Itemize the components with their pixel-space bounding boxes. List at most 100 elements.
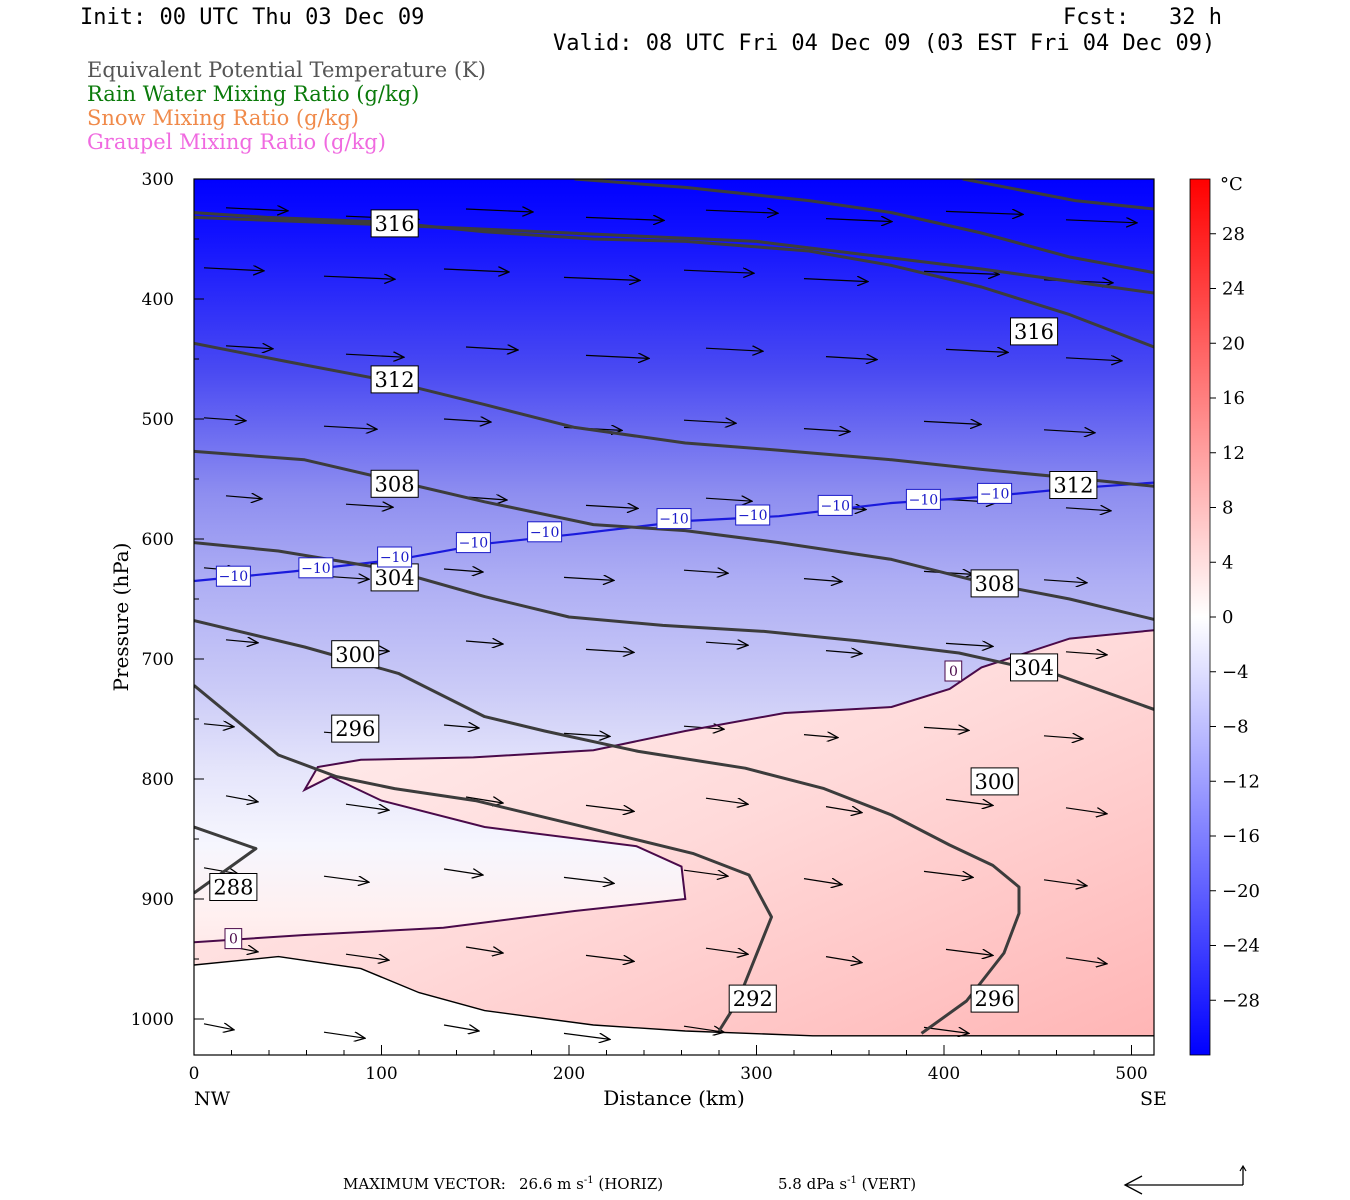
temperature-label-neg10: −10: [821, 498, 851, 514]
theta-e-label-312: 312: [375, 368, 415, 392]
wind-vector: [683, 1025, 724, 1032]
wind-vector: [443, 269, 509, 272]
wind-vector: [825, 219, 892, 222]
wind-vector: [585, 217, 664, 220]
x-end-label-left: NW: [194, 1088, 231, 1110]
theta-e-label-300-box: [331, 640, 380, 669]
theta-e-label-308: 308: [375, 472, 415, 496]
wind-vector: [563, 733, 610, 736]
y-tick-label: 900: [142, 890, 174, 910]
temperature-label-neg10: −10: [980, 486, 1010, 502]
temperature-label-0-box: [224, 928, 243, 950]
colorbar-label: 24: [1222, 279, 1245, 300]
temperature-label-neg10-box: [656, 508, 692, 530]
wind-vector: [465, 497, 507, 500]
theta-e-label-304-box: [1010, 653, 1059, 682]
theta-e-label-296: 296: [335, 717, 375, 741]
wind-vector: [683, 869, 728, 876]
theta-e-label-292-box: [728, 984, 777, 1013]
temperature-label-neg10: −10: [459, 536, 489, 552]
wind-vector: [563, 876, 614, 883]
wind-vector: [465, 347, 518, 350]
wind-vector: [345, 953, 389, 960]
wind-vector: [203, 418, 246, 421]
wind-vector: [705, 947, 748, 954]
wind-vector: [465, 641, 503, 644]
forecast-hour-label: Fcst: 32 h: [1063, 5, 1222, 30]
temperature-label-neg10: −10: [380, 550, 410, 566]
theta-e-label-300: 300: [335, 643, 375, 667]
theta-e-label-304-box: [370, 563, 419, 592]
colorbar-label: 28: [1222, 224, 1245, 245]
wind-vector: [225, 496, 262, 499]
wind-vector: [1065, 358, 1122, 361]
warm-region-fill: [194, 630, 1154, 1055]
theta-e-contour-320: [962, 179, 1154, 211]
colorbar-label: 12: [1222, 443, 1245, 464]
y-tick-label: 600: [142, 530, 174, 550]
axes: 300 400 500 600 700 800 900 1000 0 100 200 300 400 50…: [131, 170, 1148, 1084]
x-tick-label: 400: [928, 1064, 960, 1084]
temperature-label-neg10-box: [817, 494, 853, 516]
wind-vector: [1065, 807, 1107, 814]
wind-vector: [585, 505, 638, 508]
wind-vector: [225, 796, 258, 802]
wind-vector: [683, 420, 736, 423]
legend-theta-e: Equivalent Potential Temperature (K): [87, 58, 486, 82]
temperature-label-neg10: −10: [659, 512, 689, 528]
x-tick-label: 200: [553, 1064, 585, 1084]
temperature-label-neg10-box: [377, 546, 413, 568]
valid-time-label: Valid: 08 UTC Fri 04 Dec 09 (03 EST Fri …: [553, 31, 1216, 56]
wind-vector: [683, 270, 754, 273]
legend-rain-water: Rain Water Mixing Ratio (g/kg): [87, 82, 420, 106]
wind-vector: [803, 879, 842, 885]
wind-vector: [323, 426, 377, 429]
temperature-label-neg10: −10: [738, 508, 768, 524]
wind-vector: [803, 579, 842, 582]
wind-vector: [825, 957, 862, 963]
temperature-label-neg10: −10: [219, 569, 249, 585]
theta-e-label-288-box: [209, 873, 258, 901]
wind-vector: [1065, 957, 1107, 964]
temperature-label-neg10: −10: [530, 525, 560, 541]
theta-e-contour-312: [194, 211, 1154, 349]
plot-frame: [193, 178, 1155, 1056]
wind-vector: [1043, 879, 1087, 886]
colorbar-label: 16: [1222, 388, 1245, 409]
temperature-label-neg10-box: [735, 504, 771, 526]
wind-vector: [705, 498, 752, 501]
theta-e-contour-300: [194, 541, 1154, 711]
theta-e-contour-316-upper: [194, 215, 1154, 295]
colorbar-label: −8: [1222, 717, 1249, 738]
wind-vector: [443, 419, 491, 422]
contour-labels: 316 316 312 312 308 308 304 304 300 300 296 296 292 2…: [209, 209, 1098, 1013]
colorbar-label: −4: [1222, 662, 1249, 683]
terrain-mask: [194, 956, 1154, 1055]
theta-e-label-316-box: [370, 209, 419, 238]
theta-e-label-308: 308: [975, 572, 1015, 596]
colorbar-label: −28: [1222, 990, 1260, 1011]
wind-vector: [225, 208, 288, 211]
wind-vector: [323, 1031, 365, 1038]
theta-e-contour-316: [574, 179, 1154, 275]
y-tick-label: 700: [142, 650, 174, 670]
y-tick-label: 500: [142, 410, 174, 430]
temperature-label-neg10: −10: [301, 561, 331, 577]
wind-vector: [465, 209, 533, 212]
max-vector-horizontal: 26.6 m s-1 (HORIZ): [519, 1175, 664, 1193]
wind-vector: [443, 569, 483, 572]
wind-vector: [345, 504, 393, 507]
y-tick-label: 800: [142, 770, 174, 790]
theta-e-contour-308: [194, 341, 1154, 488]
colorbar: [1189, 178, 1211, 1056]
wind-vector: [1065, 508, 1111, 511]
wind-vector: [803, 429, 850, 432]
theta-e-label-292: 292: [733, 987, 773, 1011]
temperature-label-0: 0: [949, 664, 958, 680]
y-tick-label: 400: [142, 290, 174, 310]
wind-vector: [203, 868, 238, 874]
theta-e-contour-292: [194, 684, 773, 1032]
wind-vector: [825, 807, 862, 813]
legend-snow: Snow Mixing Ratio (g/kg): [87, 106, 359, 130]
theta-e-label-288: 288: [213, 876, 253, 900]
